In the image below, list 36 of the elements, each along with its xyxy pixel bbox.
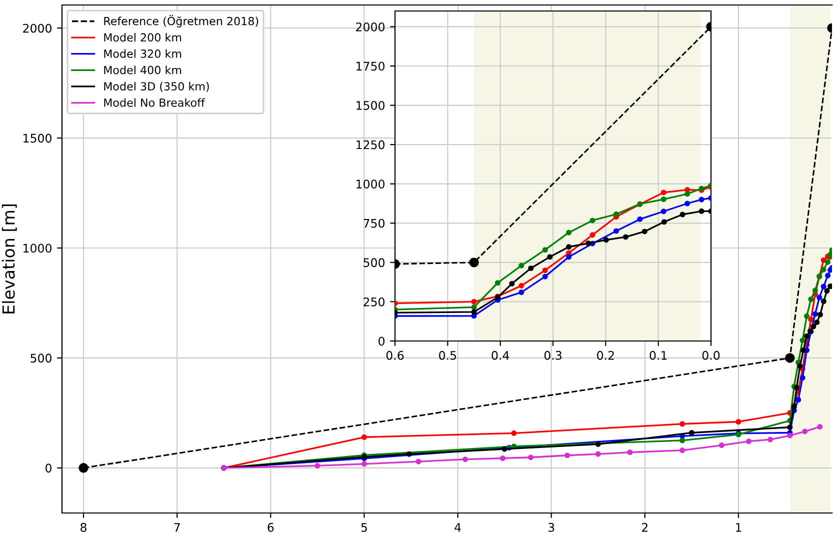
y-tick-label: 250 [364,297,384,306]
x-tick-label: 0.3 [544,350,562,360]
y-tick-label: 0 [46,464,52,473]
legend-label: Model 400 km [104,66,182,74]
x-tick-label: 6 [268,522,274,532]
y-tick-label: 500 [30,354,52,363]
x-tick-label: 1 [736,523,742,532]
x-tick-label: 3 [548,522,554,532]
y-axis-title: Elevation [m] [2,204,17,314]
x-tick-label: 0.6 [386,350,404,360]
y-tick-label: 1500 [356,101,384,110]
x-tick-label: 5 [361,523,367,532]
legend-label: Reference (Öğretmen 2018) [104,15,258,28]
y-tick-label: 0 [378,336,384,346]
x-tick-label: 0.2 [597,350,614,360]
x-tick-label: 8 [80,522,86,532]
x-tick-label: 7 [174,523,180,532]
y-tick-label: 1000 [24,244,52,253]
y-tick-label: 500 [364,258,384,268]
x-tick-label: 2 [642,522,648,532]
x-tick-label: 4 [454,523,461,532]
x-tick-label: 0.1 [650,350,667,360]
y-tick-label: 1000 [356,180,384,189]
legend-label: Model 320 km [104,49,182,58]
y-tick-label: 2000 [356,22,384,32]
x-tick-label: 0.0 [702,350,720,360]
x-tick-label: 0.5 [439,350,456,360]
y-tick-label: 1750 [356,62,384,71]
y-tick-label: 2000 [23,24,52,33]
y-tick-label: 1250 [356,140,384,150]
y-tick-label: 1500 [24,134,52,143]
x-tick-label: 0.4 [492,350,510,360]
y-tick-label: 750 [364,218,384,228]
legend-label: Model No Breakoff [104,98,206,107]
legend-label: Model 200 km [104,32,182,42]
legend-label: Model 3D (350 km) [104,82,209,92]
